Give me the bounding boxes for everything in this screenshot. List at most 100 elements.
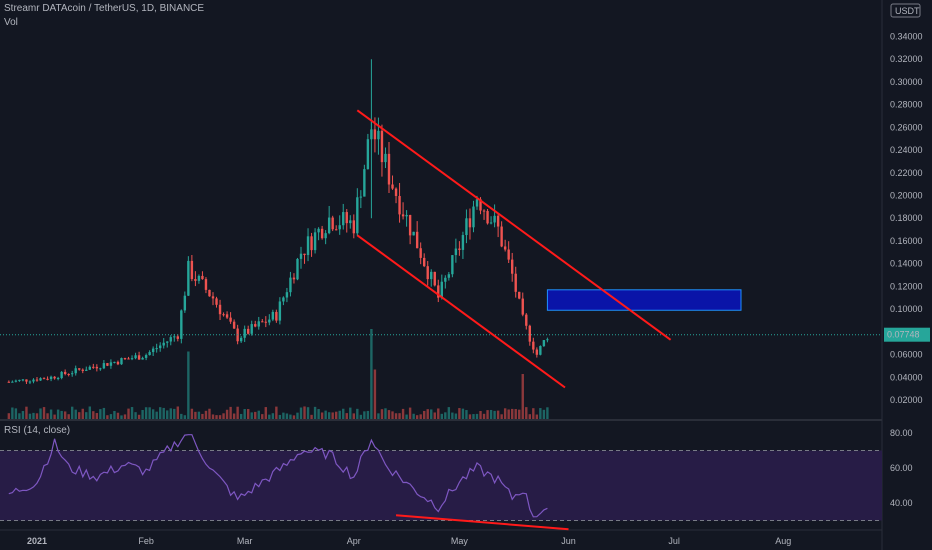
volume-bar (472, 414, 475, 419)
candle-body (99, 368, 102, 370)
candle-body (292, 277, 296, 280)
candle-body (514, 273, 517, 292)
volume-bar (275, 406, 278, 419)
volume-bar (225, 409, 229, 419)
volume-bar (525, 407, 528, 419)
time-tick-label: Feb (138, 536, 154, 546)
candle-body (21, 379, 25, 381)
candle-body (500, 226, 503, 247)
candle-body (250, 324, 253, 334)
candle-body (88, 366, 91, 370)
candle-body (271, 311, 275, 320)
volume-bar (384, 408, 387, 419)
last-price-marker: 0.07748 (884, 327, 930, 342)
candle-body (268, 319, 271, 323)
price-tick-label: 0.22000 (890, 168, 923, 178)
candle-body (401, 214, 405, 217)
volume-bar (338, 410, 341, 419)
volume-bar (461, 408, 465, 419)
candle-body (116, 361, 120, 365)
volume-bar (81, 408, 84, 419)
volume-bar (102, 407, 106, 419)
volume-bar (141, 409, 144, 419)
volume-bar (148, 407, 151, 419)
volume-bar (109, 414, 113, 419)
candle-body (53, 376, 56, 379)
rsi-band (0, 450, 882, 521)
candle-body (173, 336, 176, 338)
candle-body (123, 358, 127, 360)
candle-body (28, 381, 32, 383)
candle-body (437, 285, 440, 298)
candle-body (60, 371, 63, 379)
candle-body (197, 275, 201, 281)
candle-body (532, 341, 535, 350)
volume-bar (60, 410, 63, 419)
volume-bar (71, 406, 74, 419)
volume-bar (25, 406, 28, 419)
candle-body (254, 324, 257, 327)
candle-body (208, 289, 211, 297)
candle-body (412, 231, 415, 236)
volume-bar (162, 407, 165, 419)
volume-bar (42, 407, 46, 419)
volume-bar (465, 410, 468, 419)
candle-body (507, 249, 510, 260)
candle-body (303, 253, 306, 256)
volume-bar (514, 409, 517, 419)
volume-bar (387, 410, 391, 419)
candle-body (458, 248, 461, 250)
price-tick-label: 0.06000 (890, 350, 923, 360)
currency-badge: USDT (890, 3, 921, 18)
candle-body (176, 336, 179, 339)
candle-body (423, 257, 426, 267)
candle-body (405, 214, 408, 217)
price-tick-label: 0.14000 (890, 259, 923, 269)
price-tick-label: 0.16000 (890, 236, 923, 246)
candle-body (222, 314, 225, 316)
candle-body (398, 195, 401, 215)
price-tick-label: 0.30000 (890, 77, 923, 87)
volume-bar (320, 412, 324, 419)
target-zone (546, 289, 742, 311)
volume-bar (370, 329, 373, 419)
candle-body (299, 253, 303, 259)
candle-body (331, 217, 334, 230)
candle-body (187, 260, 190, 296)
candle-body (465, 218, 468, 236)
candle-body (211, 296, 215, 299)
volume-bar (127, 408, 130, 419)
candle-body (194, 279, 197, 281)
volume-bar (511, 408, 514, 419)
candle-body (511, 259, 514, 274)
volume-bar (303, 406, 306, 419)
candle-body (359, 196, 363, 198)
candle-body (239, 337, 243, 342)
candle-body (46, 378, 49, 380)
candle-body (535, 349, 539, 355)
volume-bar (134, 412, 137, 419)
volume-bar (401, 408, 405, 419)
volume-bar (74, 409, 77, 419)
candle-body (92, 366, 95, 368)
candle-body (159, 345, 162, 349)
candle-body (482, 210, 486, 212)
volume-bar (137, 414, 141, 419)
candle-body (78, 368, 81, 370)
candle-body (345, 212, 348, 224)
candle-body (71, 373, 74, 375)
candle-body (247, 328, 250, 334)
candle-body (468, 218, 472, 228)
volume-bar (454, 413, 458, 419)
candle-body (373, 129, 377, 140)
volume-bar (7, 413, 11, 419)
time-tick-label: Jun (561, 536, 576, 546)
volume-bar (215, 415, 218, 419)
volume-bar (166, 410, 169, 419)
candle-body (503, 246, 507, 250)
volume-bar (496, 410, 500, 419)
candle-body (296, 258, 299, 280)
time-tick-label: Mar (237, 536, 253, 546)
volume-bar (458, 408, 461, 419)
